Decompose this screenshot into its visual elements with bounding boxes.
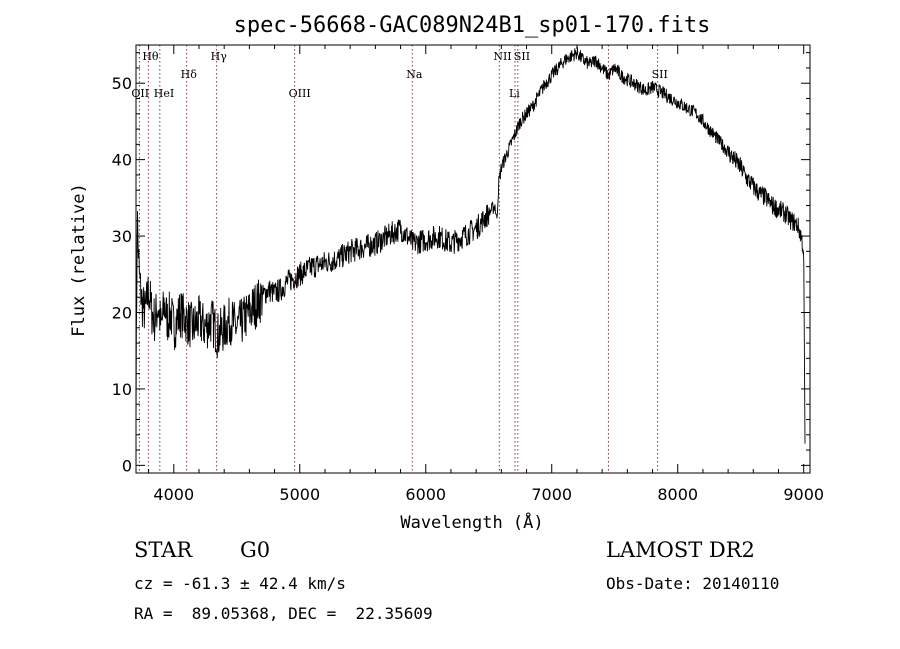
object-class: STAR — [134, 538, 193, 562]
y-tick-label-2: 20 — [112, 304, 132, 323]
x-tick-label-4: 8000 — [657, 485, 698, 504]
y-tick-label-5: 50 — [112, 74, 132, 93]
x-tick-label-0: 4000 — [153, 485, 194, 504]
plot-area: Hθ OII HeI Hδ Hγ OIII Na NII Li SII SII 4000 5000 600… — [112, 44, 824, 504]
spectrum-line — [135, 46, 806, 444]
line-label-3: Hδ — [181, 68, 198, 81]
y-tick-label-0: 0 — [122, 456, 132, 475]
line-label-2: HeI — [154, 87, 174, 100]
chart-title: spec-56668-GAC089N24B1_sp01-170.fits — [234, 13, 711, 38]
y-tick-label-1: 10 — [112, 380, 132, 399]
line-label-4: Hγ — [211, 50, 228, 63]
line-label-11: SII — [652, 68, 668, 81]
line-label-5: OIII — [289, 87, 311, 100]
plot-frame — [135, 44, 811, 474]
sky-coordinates: RA = 89.05368, DEC = 22.35609 — [134, 604, 433, 623]
redshift-velocity: cz = -61.3 ± 42.4 km/s — [134, 574, 346, 593]
x-tick-label-5: 9000 — [783, 485, 824, 504]
x-axis-label: Wavelength (Å) — [400, 511, 543, 533]
y-tick-label-3: 30 — [112, 227, 132, 246]
line-label-9: SII — [514, 50, 530, 63]
line-label-8: Li — [509, 87, 520, 100]
x-tick-label-1: 5000 — [279, 485, 320, 504]
x-tick-label-3: 7000 — [531, 485, 572, 504]
observation-date: Obs-Date: 20140110 — [606, 574, 780, 593]
object-subclass: G0 — [240, 538, 271, 562]
survey-name: LAMOST DR2 — [606, 538, 755, 562]
line-label-0: Hθ — [142, 50, 159, 63]
x-tick-label-2: 6000 — [405, 485, 446, 504]
y-axis-label: Flux (relative) — [69, 183, 89, 337]
line-label-6: Na — [406, 68, 423, 81]
y-tick-label-4: 40 — [112, 151, 132, 170]
line-label-1: OII — [131, 87, 149, 100]
line-label-7: NII — [493, 50, 511, 63]
